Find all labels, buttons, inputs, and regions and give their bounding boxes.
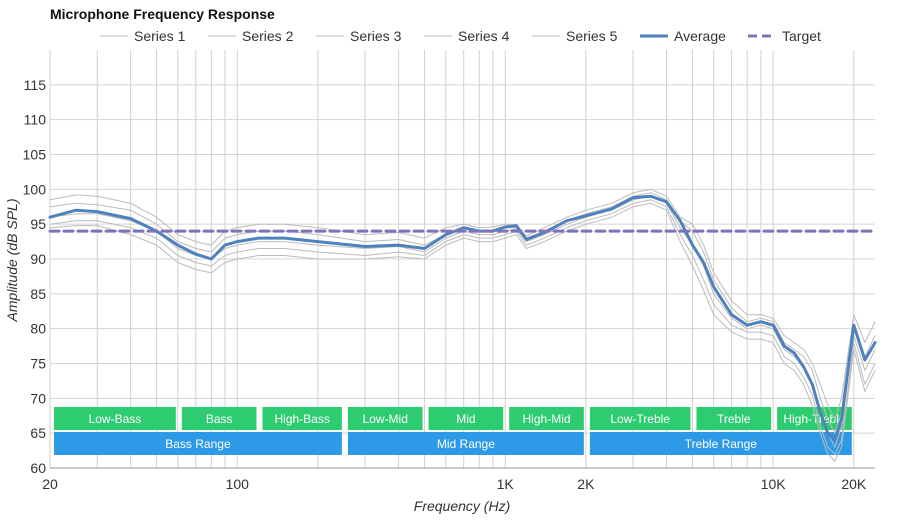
y-tick-label: 75	[30, 356, 46, 372]
legend-label: Series 3	[350, 28, 402, 44]
y-axis-label: Amplitude (dB SPL)	[4, 199, 20, 323]
legend-label: Series 4	[458, 28, 510, 44]
band-high-bass	[262, 407, 342, 430]
band-low-treble	[589, 407, 691, 430]
y-tick-label: 80	[30, 321, 46, 337]
band-label: High-Mid	[523, 412, 571, 426]
series-lines	[48, 188, 877, 462]
range-bands: Low-Bass Bass High-Bass Low-Mid Mid High-Mid L…	[54, 407, 852, 455]
band-label: Bass Range	[165, 437, 231, 451]
x-axis-label: Frequency (Hz)	[414, 498, 510, 514]
y-tick-label: 110	[24, 112, 47, 128]
x-tick-label: 10K	[761, 476, 787, 492]
band-label: High-Treble	[783, 412, 846, 426]
x-tick-label: 20K	[841, 476, 867, 492]
band-label: Treble Range	[685, 437, 758, 451]
y-tick-label: 90	[30, 251, 46, 267]
series-line-series-4	[49, 199, 876, 455]
band-high-treble	[777, 407, 852, 430]
y-tick-label: 70	[30, 390, 46, 406]
x-tick-label: 100	[226, 476, 250, 492]
band-bass	[181, 407, 257, 430]
band-label: Low-Mid	[363, 412, 408, 426]
band-label: Bass	[206, 412, 233, 426]
band-label: Mid Range	[437, 437, 495, 451]
legend-label: Series 2	[242, 28, 294, 44]
y-tick-label: 95	[30, 216, 46, 232]
chart-title: Microphone Frequency Response	[50, 6, 275, 22]
y-tick-label: 60	[30, 460, 46, 476]
band-low-mid	[347, 407, 423, 430]
x-tick-label: 20	[42, 476, 58, 492]
x-axis-ticks: 20 100 1K 2K 10K 20K	[42, 476, 867, 492]
band-label: Mid	[456, 412, 475, 426]
y-tick-label: 85	[30, 286, 46, 302]
band-label: High-Bass	[275, 412, 330, 426]
y-axis-ticks: 60 65 70 75 80 85 90 95 100 105 110 115	[23, 77, 47, 476]
band-mid	[428, 407, 504, 430]
series-line-average	[48, 194, 877, 442]
y-tick-label: 65	[30, 425, 46, 441]
y-tick-label: 105	[23, 147, 47, 163]
legend-label: Series 5	[566, 28, 618, 44]
grid	[49, 50, 875, 469]
legend-label: Target	[782, 28, 821, 44]
y-tick-label: 115	[24, 77, 47, 93]
legend: Series 1 Series 2 Series 3 Series 4 Series 5…	[100, 28, 821, 44]
band-low-bass	[54, 407, 176, 430]
y-tick-label: 100	[23, 181, 47, 197]
band-mid-range	[347, 432, 584, 455]
band-high-mid	[509, 407, 584, 430]
band-label: Treble	[717, 412, 751, 426]
band-bass-range	[54, 432, 342, 455]
band-treble-range	[589, 432, 852, 455]
band-treble	[696, 407, 772, 430]
legend-label: Series 1	[134, 28, 186, 44]
band-label: Low-Treble	[610, 412, 670, 426]
x-tick-label: 2K	[577, 476, 595, 492]
band-label: Low-Bass	[89, 412, 142, 426]
x-tick-label: 1K	[497, 476, 515, 492]
legend-label: Average	[674, 28, 726, 44]
